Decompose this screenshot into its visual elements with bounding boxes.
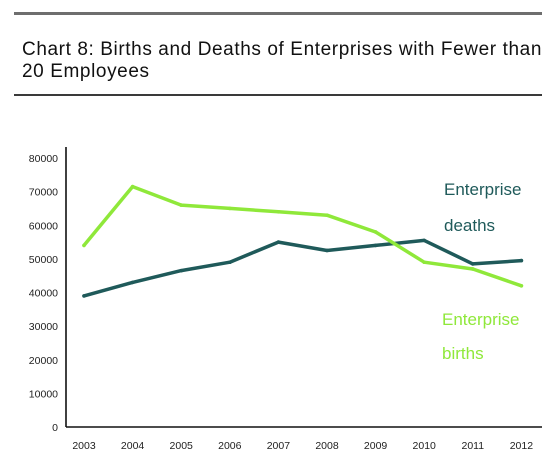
chart-axes [65, 147, 542, 428]
y-tick-label: 0 [52, 422, 58, 434]
y-tick-labels: 0 10000 20000 30000 40000 50000 60000 70000 8000… [29, 153, 58, 434]
y-tick-label: 50000 [29, 254, 58, 266]
y-tick-label: 40000 [29, 288, 58, 300]
x-tick-label: 2008 [315, 440, 339, 452]
series-line [82, 184, 524, 288]
series-label: deaths [444, 216, 495, 235]
data-point [519, 283, 524, 288]
data-point [276, 240, 281, 244]
x-tick-label: 2011 [462, 440, 485, 452]
data-point [228, 260, 232, 265]
y-tick-label: 70000 [29, 187, 58, 199]
data-point [130, 280, 135, 285]
x-tick-label: 2010 [413, 440, 437, 452]
top-rule [14, 12, 542, 15]
x-tick-labels: 2003 2004 2005 2006 2007 2008 2009 2010 2011 2012 [72, 440, 533, 452]
data-point [228, 206, 232, 211]
data-point [130, 184, 135, 189]
y-tick-label: 60000 [29, 220, 58, 232]
title-underline [14, 94, 542, 96]
data-point [325, 248, 329, 253]
x-tick-label: 2004 [121, 440, 145, 452]
data-point [373, 243, 378, 248]
data-point [471, 267, 475, 271]
x-tick-label: 2009 [364, 440, 388, 452]
x-tick-label: 2005 [170, 440, 194, 452]
data-point [82, 243, 86, 248]
x-tick-label: 2007 [267, 440, 291, 452]
data-point [325, 213, 329, 217]
data-point [422, 238, 427, 243]
data-point [82, 294, 86, 298]
series-labels: Enterprise deaths Enterprise births [442, 180, 521, 363]
data-point [373, 230, 378, 234]
series-label: Enterprise [444, 180, 521, 199]
y-tick-label: 20000 [29, 355, 58, 367]
data-point [276, 210, 281, 214]
series-line [82, 238, 524, 298]
data-point [179, 203, 183, 207]
series-label: births [442, 344, 484, 363]
data-point [179, 268, 183, 273]
y-tick-label: 80000 [29, 153, 58, 165]
data-point [471, 262, 475, 266]
x-tick-label: 2003 [72, 440, 96, 452]
x-tick-label: 2006 [218, 440, 242, 452]
data-point [422, 260, 427, 265]
y-tick-label: 10000 [29, 388, 58, 400]
chart-title: Chart 8: Births and Deaths of Enterprise… [22, 39, 542, 82]
series-label: Enterprise [442, 310, 519, 329]
x-tick-label: 2012 [510, 440, 534, 452]
series-lines [82, 184, 524, 298]
data-point [519, 258, 524, 263]
y-tick-label: 30000 [29, 321, 58, 333]
